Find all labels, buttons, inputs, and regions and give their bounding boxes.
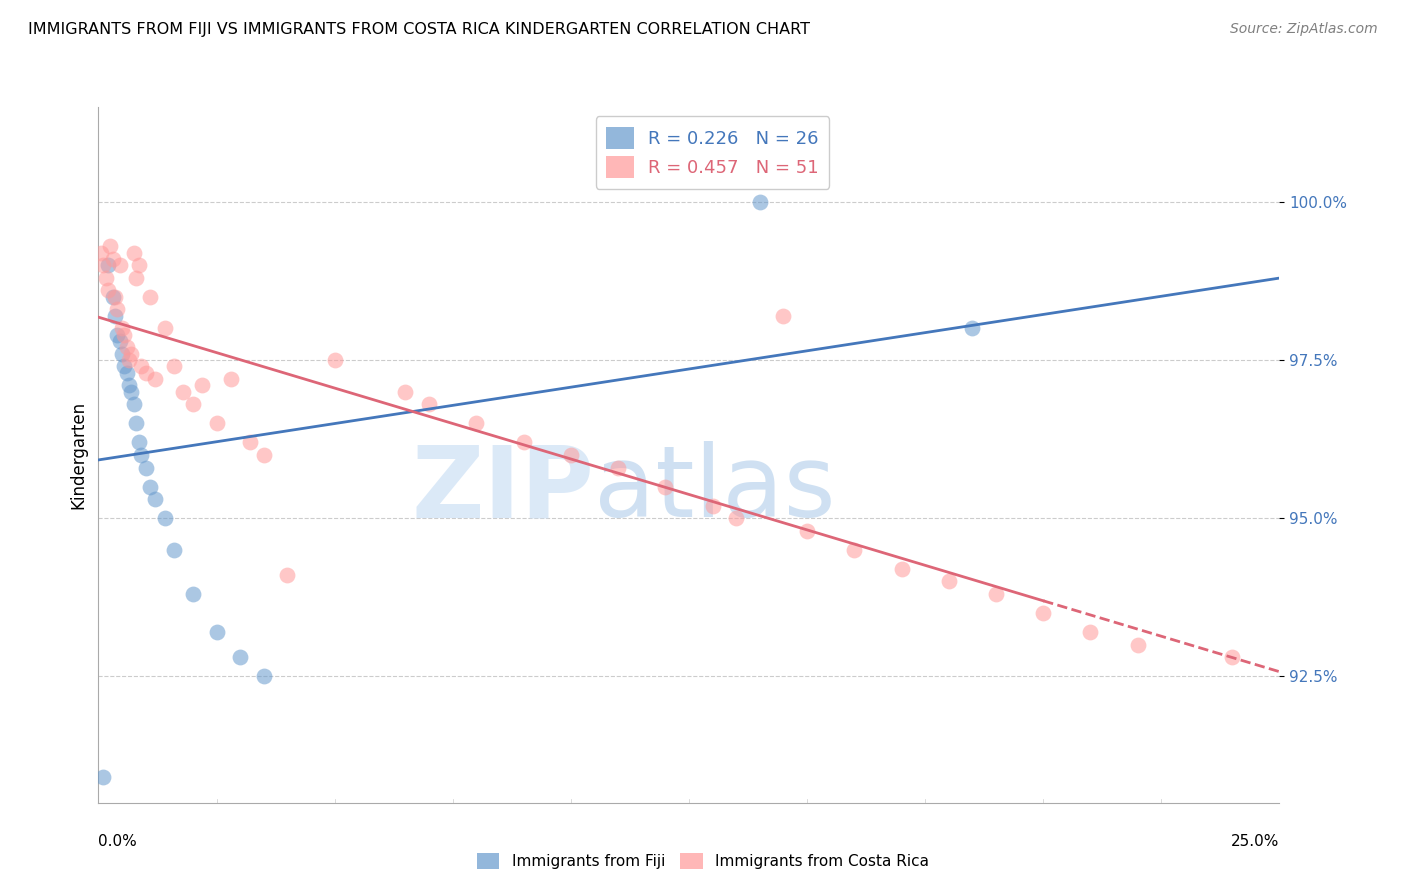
Point — [91, 771, 114, 785]
Point — [465, 417, 488, 431]
Point — [253, 448, 276, 462]
Point — [139, 479, 162, 493]
Point — [205, 417, 228, 431]
Point — [101, 252, 124, 266]
Point — [725, 511, 748, 525]
Point — [125, 417, 148, 431]
Point — [984, 587, 1007, 601]
Point — [654, 479, 676, 493]
Point — [844, 542, 866, 557]
Point — [512, 435, 534, 450]
Point — [118, 378, 141, 392]
Point — [163, 359, 186, 374]
Text: 0.0%: 0.0% — [98, 834, 138, 849]
Text: 25.0%: 25.0% — [1232, 834, 1279, 849]
Point — [276, 568, 298, 582]
Point — [1126, 638, 1149, 652]
Point — [163, 542, 186, 557]
Point — [105, 327, 128, 342]
Point — [125, 270, 148, 285]
Point — [796, 524, 818, 538]
Text: ZIP: ZIP — [412, 442, 595, 538]
Y-axis label: Kindergarten: Kindergarten — [69, 401, 87, 509]
Point — [153, 511, 176, 525]
Point — [253, 669, 276, 683]
Point — [181, 397, 204, 411]
Point — [172, 384, 194, 399]
Point — [129, 448, 152, 462]
Point — [135, 366, 157, 380]
Point — [121, 384, 143, 399]
Point — [748, 194, 770, 209]
Point — [105, 302, 128, 317]
Point — [205, 625, 228, 640]
Point — [607, 460, 630, 475]
Point — [962, 321, 984, 335]
Point — [1220, 650, 1243, 665]
Point — [108, 334, 131, 348]
Point — [112, 327, 135, 342]
Point — [153, 321, 176, 335]
Point — [139, 290, 162, 304]
Point — [323, 353, 346, 368]
Point — [128, 435, 150, 450]
Legend: R = 0.226   N = 26, R = 0.457   N = 51: R = 0.226 N = 26, R = 0.457 N = 51 — [596, 116, 830, 189]
Point — [1032, 606, 1054, 620]
Point — [135, 460, 157, 475]
Point — [122, 245, 145, 260]
Text: IMMIGRANTS FROM FIJI VS IMMIGRANTS FROM COSTA RICA KINDERGARTEN CORRELATION CHAR: IMMIGRANTS FROM FIJI VS IMMIGRANTS FROM … — [28, 22, 810, 37]
Point — [115, 340, 138, 354]
Point — [143, 372, 166, 386]
Point — [101, 290, 124, 304]
Point — [1080, 625, 1102, 640]
Point — [97, 258, 120, 272]
Point — [111, 347, 134, 361]
Point — [129, 359, 152, 374]
Point — [219, 372, 242, 386]
Point — [702, 499, 724, 513]
Point — [111, 321, 134, 335]
Point — [560, 448, 582, 462]
Point — [90, 245, 112, 260]
Point — [98, 239, 121, 253]
Point — [108, 258, 131, 272]
Point — [115, 366, 138, 380]
Point — [121, 347, 143, 361]
Point — [143, 492, 166, 507]
Point — [118, 353, 141, 368]
Point — [938, 574, 960, 589]
Point — [772, 309, 794, 323]
Point — [181, 587, 204, 601]
Point — [112, 359, 135, 374]
Text: atlas: atlas — [595, 442, 837, 538]
Point — [394, 384, 416, 399]
Point — [91, 258, 114, 272]
Point — [104, 309, 127, 323]
Legend: Immigrants from Fiji, Immigrants from Costa Rica: Immigrants from Fiji, Immigrants from Co… — [471, 847, 935, 875]
Point — [128, 258, 150, 272]
Point — [122, 397, 145, 411]
Point — [191, 378, 214, 392]
Point — [418, 397, 440, 411]
Point — [239, 435, 262, 450]
Point — [890, 562, 912, 576]
Point — [97, 284, 120, 298]
Text: Source: ZipAtlas.com: Source: ZipAtlas.com — [1230, 22, 1378, 37]
Point — [229, 650, 252, 665]
Point — [104, 290, 127, 304]
Point — [94, 270, 117, 285]
